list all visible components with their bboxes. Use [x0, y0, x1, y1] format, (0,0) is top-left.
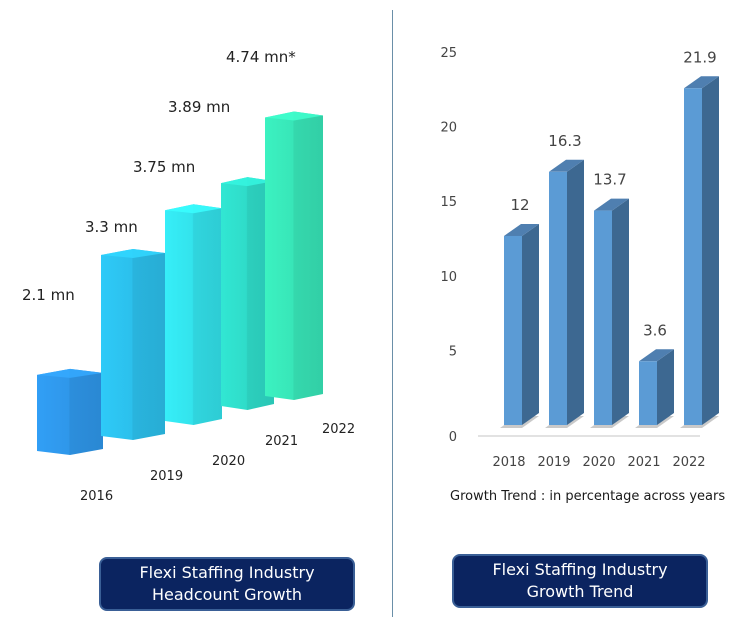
x-tick-label: 2019 — [150, 469, 183, 484]
bar-top-face — [265, 111, 323, 121]
bar-2019 — [101, 248, 165, 440]
y-tick-label: 15 — [440, 195, 457, 210]
bar-2016 — [37, 368, 103, 455]
x-tick-label: 2019 — [537, 455, 570, 470]
bar-top-face — [639, 349, 674, 362]
data-label: 16.3 — [548, 132, 581, 150]
bar-top-face — [37, 368, 103, 378]
x-tick-label: 2016 — [80, 489, 113, 504]
caption-line-1: Flexi Staffing Industry — [139, 563, 315, 582]
bar-2018 — [504, 235, 522, 425]
y-tick-label: 0 — [449, 430, 457, 445]
x-tick-label: 2021 — [627, 455, 660, 470]
x-tick-label: 2018 — [492, 455, 525, 470]
headcount-growth-caption: Flexi Staffing Industry Headcount Growth — [99, 557, 355, 611]
y-tick-label: 5 — [449, 344, 457, 359]
bar-top-face — [684, 76, 719, 89]
bar-top-face — [594, 198, 629, 211]
data-label: 3.89 mn — [168, 98, 230, 116]
data-label: 4.74 mn* — [226, 48, 296, 66]
data-label: 3.75 mn — [133, 158, 195, 176]
bar-side-face — [702, 76, 719, 425]
growth-trend-caption: Flexi Staffing Industry Growth Trend — [452, 554, 708, 608]
y-tick-label: 10 — [440, 270, 457, 285]
bar-top-face — [101, 248, 165, 258]
caption-line-1: Flexi Staffing Industry — [492, 560, 668, 579]
growth-trend-subtitle: Growth Trend : in percentage across year… — [450, 489, 726, 504]
bar-2019 — [549, 171, 567, 425]
bar-side-face — [657, 349, 674, 425]
data-label: 3.3 mn — [85, 218, 138, 236]
y-tick-label: 25 — [440, 46, 457, 61]
bar-2021 — [221, 177, 274, 410]
headcount-growth-chart: 2.1 mn 2016 3.3 mn 2019 3.75 mn 2020 3.89 mn 20… — [22, 48, 355, 504]
divider-line — [392, 10, 393, 617]
bar-top-face — [221, 177, 274, 187]
bar-top-face — [549, 159, 584, 172]
bar-side-face — [567, 159, 584, 425]
data-label: 13.7 — [593, 171, 626, 189]
bar-top-face — [504, 223, 539, 236]
y-tick-label: 20 — [440, 121, 457, 136]
data-label: 3.6 — [643, 321, 667, 339]
bar-2021 — [639, 361, 657, 425]
bar-side-face — [522, 223, 539, 425]
data-label: 21.9 — [683, 48, 716, 66]
x-tick-label: 2020 — [212, 454, 245, 469]
growth-trend-chart: 0 5 10 15 20 25 12 2018 16.3 2019 13.7 2020 3.6 2021 2… — [440, 46, 719, 470]
bar-side-face — [612, 198, 629, 425]
bar-2022 — [265, 111, 323, 400]
caption-line-2: Headcount Growth — [152, 585, 302, 604]
data-label: 2.1 mn — [22, 286, 75, 304]
caption-line-2: Growth Trend — [526, 582, 634, 601]
x-tick-label: 2022 — [322, 422, 355, 437]
bar-2020 — [165, 204, 222, 425]
data-label: 12 — [510, 196, 529, 214]
bar-2022 — [684, 88, 702, 425]
bar-top-face — [165, 204, 222, 214]
x-tick-label: 2021 — [265, 434, 298, 449]
x-tick-label: 2022 — [672, 455, 705, 470]
x-tick-label: 2020 — [582, 455, 615, 470]
bar-2020 — [594, 210, 612, 425]
